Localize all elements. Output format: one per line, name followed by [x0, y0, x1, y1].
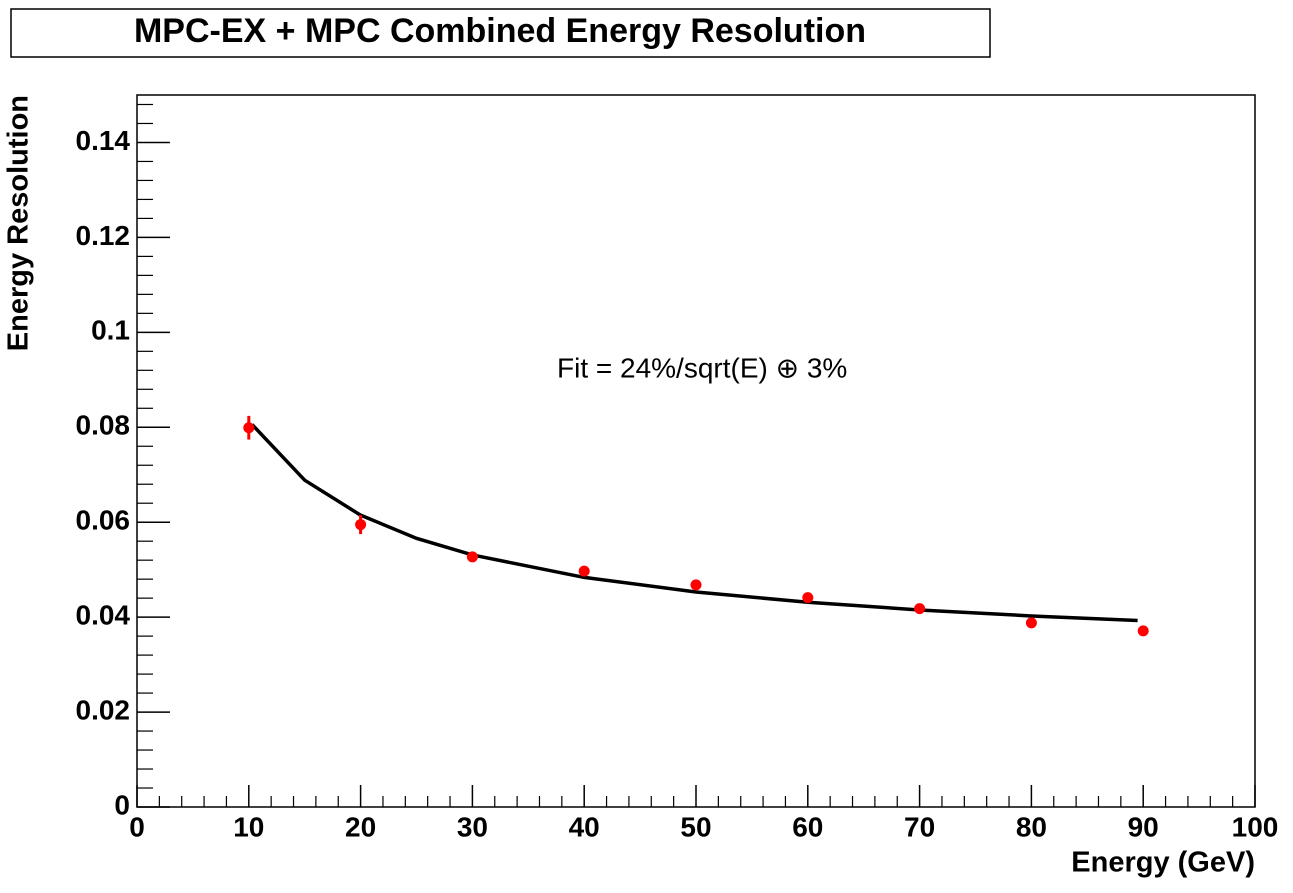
data-point — [1025, 617, 1037, 629]
data-point — [355, 519, 367, 531]
x-tick-label: 80 — [1016, 811, 1047, 842]
y-tick-label: 0.08 — [76, 410, 131, 441]
y-tick-label: 0.04 — [76, 600, 131, 631]
y-tick-label: 0.12 — [76, 220, 131, 251]
y-axis-label: Energy Resolution — [3, 95, 35, 351]
data-point — [466, 551, 478, 563]
x-axis-label: Energy (GeV) — [1071, 847, 1255, 879]
y-tick-label: 0 — [114, 789, 130, 820]
data-point — [578, 565, 590, 577]
fit-annotation: Fit = 24%/sqrt(E) ⊕ 3% — [557, 352, 847, 383]
x-tick-label: 90 — [1128, 811, 1159, 842]
data-point — [690, 579, 702, 591]
x-tick-label: 50 — [680, 811, 711, 842]
plot-frame — [136, 94, 1256, 808]
x-tick-label: 40 — [569, 811, 600, 842]
fit-curve — [250, 423, 1138, 623]
title-box — [10, 8, 991, 58]
chart-title: MPC-EX + MPC Combined Energy Resolution — [134, 12, 866, 50]
y-tick-label: 0.14 — [76, 125, 131, 156]
x-tick-label: 70 — [904, 811, 935, 842]
data-point — [802, 592, 814, 604]
data-point — [1137, 625, 1149, 637]
x-tick-label: 0 — [129, 811, 145, 842]
y-tick-label: 0.1 — [91, 315, 130, 346]
data-point — [914, 603, 926, 615]
x-tick-label: 60 — [792, 811, 823, 842]
y-tick-label: 0.02 — [76, 694, 131, 725]
x-tick-label: 100 — [1232, 811, 1279, 842]
y-tick-label: 0.06 — [76, 505, 131, 536]
x-tick-label: 10 — [233, 811, 264, 842]
x-tick-label: 30 — [457, 811, 488, 842]
data-point — [243, 422, 255, 434]
x-tick-label: 20 — [345, 811, 376, 842]
